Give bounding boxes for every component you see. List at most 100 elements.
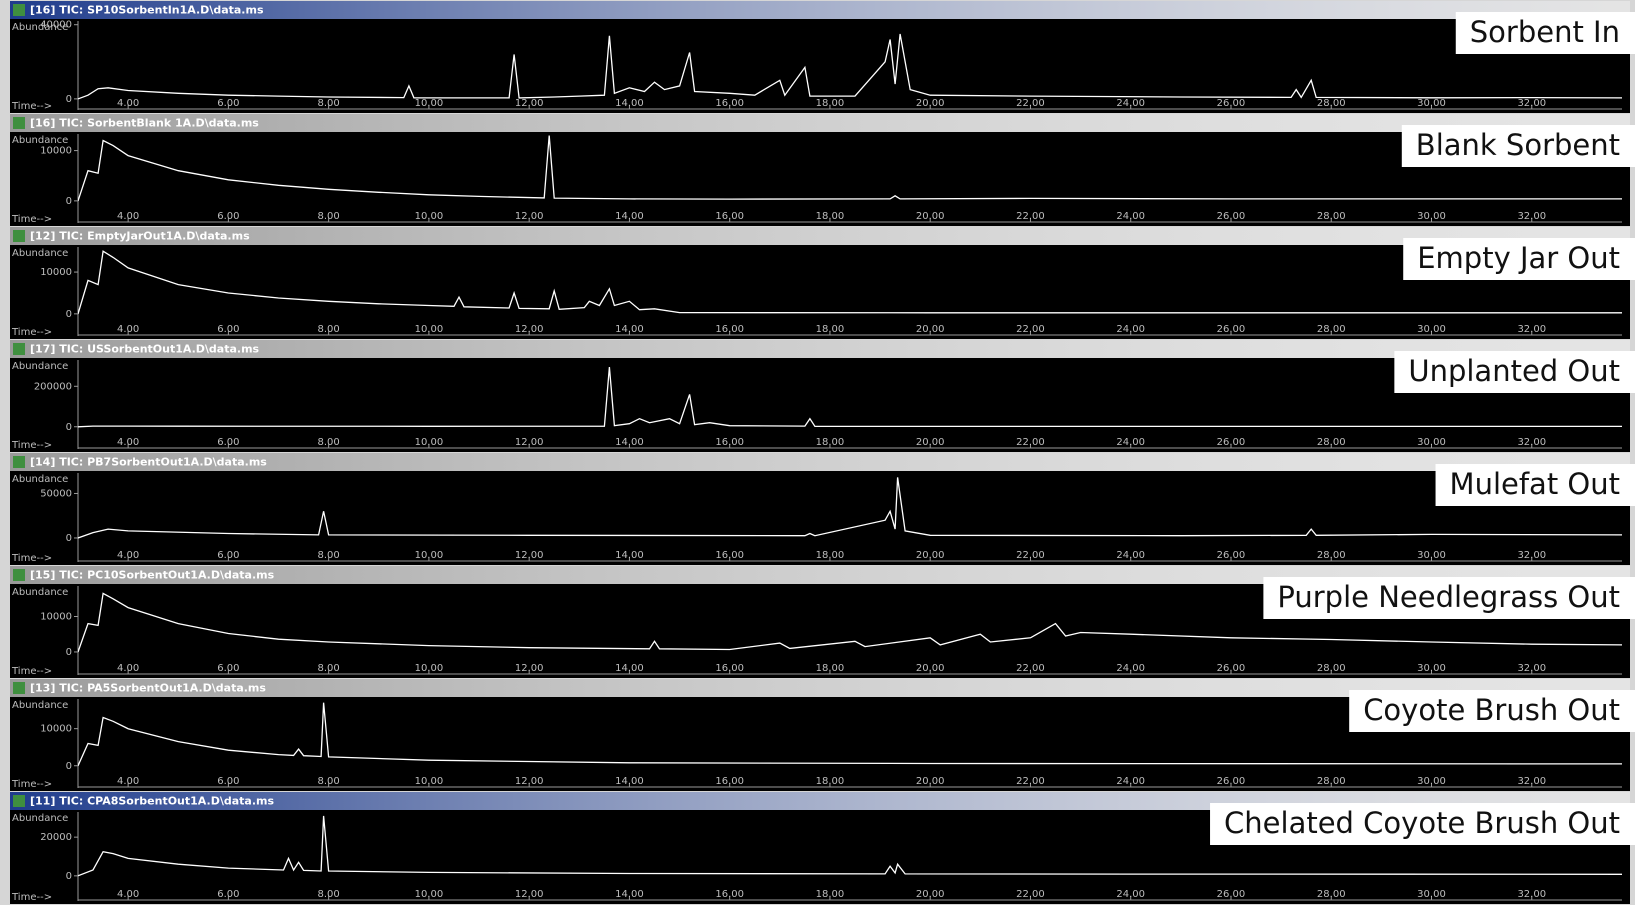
x-tick-label: 14.00 — [615, 889, 644, 900]
x-tick-label: 6.00 — [217, 437, 239, 448]
x-tick-label: 10.00 — [415, 776, 444, 787]
x-tick-label: 18.00 — [816, 211, 845, 222]
x-tick-label: 26.00 — [1217, 211, 1246, 222]
x-tick-label: 22.00 — [1016, 663, 1045, 674]
y-tick-label: 0 — [66, 94, 72, 105]
x-tick-label: 10.00 — [415, 437, 444, 448]
panel-background — [10, 358, 1630, 452]
x-axis-label: Time--> — [11, 892, 52, 903]
x-tick-label: 20.00 — [916, 550, 945, 561]
label-box — [1401, 125, 1635, 167]
title-bar — [10, 679, 1630, 697]
x-tick-label: 12.00 — [515, 776, 544, 787]
sample-label: Chelated Coyote Brush Out — [1224, 806, 1620, 840]
panel-title: [13] TIC: PA5SorbentOut1A.D\data.ms — [30, 682, 266, 695]
y-axis-label: Abundance — [12, 361, 68, 372]
title-icon — [13, 230, 25, 242]
label-box — [1455, 12, 1635, 54]
title-icon — [13, 117, 25, 129]
chromatogram-panel: [16] TIC: SP10SorbentIn1A.D\data.ms Abund… — [10, 1, 1635, 113]
x-tick-label: 32.00 — [1517, 211, 1546, 222]
x-tick-label: 26.00 — [1217, 550, 1246, 561]
label-box — [1210, 803, 1635, 845]
x-tick-label: 30.00 — [1417, 437, 1446, 448]
x-tick-label: 12.00 — [515, 437, 544, 448]
x-tick-label: 22.00 — [1016, 98, 1045, 109]
x-tick-label: 30.00 — [1417, 98, 1446, 109]
chromatogram-panel: [16] TIC: SorbentBlank 1A.D\data.ms Abund… — [10, 114, 1635, 226]
x-tick-label: 8.00 — [318, 776, 340, 787]
panel-background — [10, 245, 1630, 339]
chromatogram-trace — [78, 250, 1622, 315]
panel-title: [16] TIC: SP10SorbentIn1A.D\data.ms — [30, 4, 264, 17]
x-tick-label: 30.00 — [1417, 550, 1446, 561]
x-tick-label: 10.00 — [415, 889, 444, 900]
x-tick-label: 30.00 — [1417, 211, 1446, 222]
panel-title: [11] TIC: CPA8SorbentOut1A.D\data.ms — [30, 795, 274, 808]
chromatogram-panel: [12] TIC: EmptyJarOut1A.D\data.ms Abundan… — [10, 227, 1635, 339]
x-tick-label: 22.00 — [1016, 889, 1045, 900]
x-tick-label: 28.00 — [1317, 98, 1346, 109]
x-tick-label: 14.00 — [615, 550, 644, 561]
title-icon — [13, 682, 25, 694]
x-tick-label: 30.00 — [1417, 663, 1446, 674]
x-tick-label: 24.00 — [1116, 324, 1145, 335]
chromatogram-panel: [17] TIC: USSorbentOut1A.D\data.ms Abunda… — [10, 340, 1635, 452]
y-tick-label: 200000 — [34, 381, 72, 392]
panel-title: [14] TIC: PB7SorbentOut1A.D\data.ms — [30, 456, 267, 469]
x-tick-label: 16.00 — [715, 437, 744, 448]
y-axis-label: Abundance — [12, 135, 68, 146]
title-icon — [13, 343, 25, 355]
y-tick-label: 20000 — [40, 832, 72, 843]
x-tick-label: 6.00 — [217, 211, 239, 222]
y-axis-label: Abundance — [12, 587, 68, 598]
x-tick-label: 32.00 — [1517, 98, 1546, 109]
x-tick-label: 8.00 — [318, 98, 340, 109]
title-bar — [10, 227, 1630, 245]
x-tick-label: 12.00 — [515, 211, 544, 222]
y-tick-label: 0 — [66, 761, 72, 772]
x-tick-label: 18.00 — [816, 98, 845, 109]
panel-background — [10, 471, 1630, 565]
sample-label: Empty Jar Out — [1417, 241, 1620, 275]
x-tick-label: 20.00 — [916, 211, 945, 222]
x-tick-label: 22.00 — [1016, 776, 1045, 787]
x-tick-label: 28.00 — [1317, 889, 1346, 900]
x-tick-label: 16.00 — [715, 211, 744, 222]
x-tick-label: 20.00 — [916, 663, 945, 674]
x-axis-label: Time--> — [11, 779, 52, 790]
x-axis-label: Time--> — [11, 327, 52, 338]
x-tick-label: 24.00 — [1116, 211, 1145, 222]
chromatogram-trace — [78, 592, 1622, 653]
x-tick-label: 8.00 — [318, 889, 340, 900]
x-tick-label: 18.00 — [816, 663, 845, 674]
label-box — [1349, 690, 1635, 732]
x-axis-label: Time--> — [11, 101, 52, 112]
x-tick-label: 10.00 — [415, 663, 444, 674]
x-tick-label: 26.00 — [1217, 663, 1246, 674]
panel-title: [17] TIC: USSorbentOut1A.D\data.ms — [30, 343, 260, 356]
x-tick-label: 18.00 — [816, 889, 845, 900]
x-tick-label: 6.00 — [217, 663, 239, 674]
x-tick-label: 12.00 — [515, 663, 544, 674]
x-tick-label: 26.00 — [1217, 437, 1246, 448]
chromatogram-trace — [78, 135, 1622, 202]
x-tick-label: 8.00 — [318, 663, 340, 674]
x-tick-label: 24.00 — [1116, 663, 1145, 674]
x-tick-label: 6.00 — [217, 98, 239, 109]
chromatogram-trace — [78, 815, 1622, 877]
title-icon — [13, 795, 25, 807]
title-bar — [10, 566, 1630, 584]
y-tick-label: 10000 — [40, 724, 72, 735]
x-tick-label: 18.00 — [816, 550, 845, 561]
y-tick-label: 10000 — [40, 146, 72, 157]
x-tick-label: 6.00 — [217, 889, 239, 900]
x-tick-label: 16.00 — [715, 98, 744, 109]
title-bar — [10, 114, 1630, 132]
x-tick-label: 8.00 — [318, 550, 340, 561]
x-tick-label: 18.00 — [816, 437, 845, 448]
y-tick-label: 0 — [66, 309, 72, 320]
x-tick-label: 20.00 — [916, 324, 945, 335]
x-tick-label: 26.00 — [1217, 889, 1246, 900]
x-tick-label: 14.00 — [615, 663, 644, 674]
